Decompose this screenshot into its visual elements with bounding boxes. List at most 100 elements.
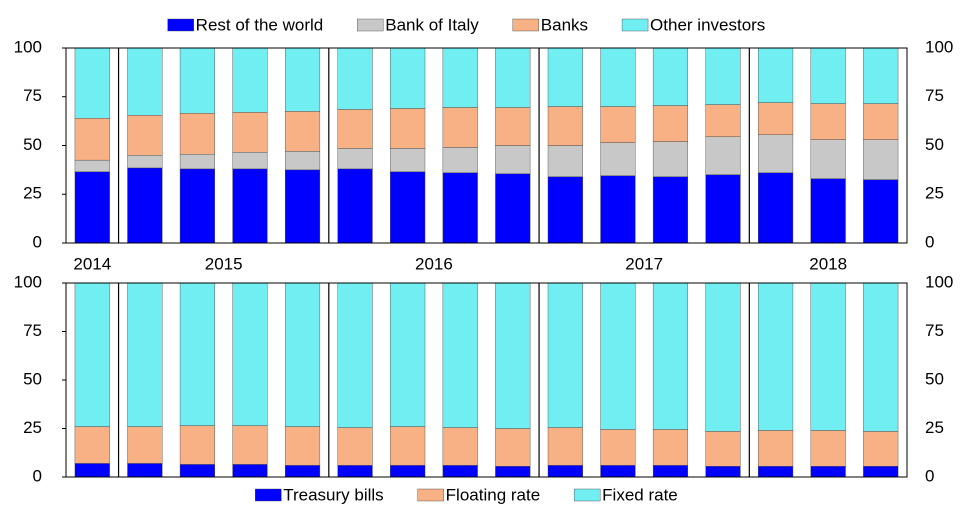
bar-segment <box>810 282 846 431</box>
bar-segment <box>390 426 426 466</box>
bar-segment <box>863 466 899 478</box>
bar-segment <box>442 147 478 173</box>
bar-segment <box>179 425 215 465</box>
bar-segment <box>232 168 268 244</box>
bar-segment <box>652 47 689 106</box>
bar-segment <box>442 47 478 108</box>
bar-segment <box>127 167 163 244</box>
legend-label: Bank of Italy <box>385 15 479 34</box>
legend-label: Treasury bills <box>283 485 383 504</box>
bar-segment <box>127 426 163 464</box>
bar-segment <box>495 282 531 429</box>
bar-segment <box>179 464 215 478</box>
bar-segment <box>337 148 373 170</box>
bar-segment <box>495 145 531 174</box>
legend-swatch <box>167 18 194 32</box>
bar-segment <box>705 104 741 137</box>
bar-segment <box>74 171 110 244</box>
bar-segment <box>390 148 426 173</box>
bar-segment <box>652 465 689 478</box>
bar-segment <box>337 109 373 149</box>
bar-segment <box>547 282 583 428</box>
bar-segment <box>232 425 268 465</box>
bar-segment <box>547 106 583 146</box>
legend-swatch <box>255 488 282 502</box>
bar-segment <box>863 139 899 180</box>
bar-segment <box>390 47 426 109</box>
bar-segment <box>600 429 636 466</box>
bar-segment <box>127 155 163 169</box>
bar-segment <box>232 112 268 153</box>
bar-segment <box>810 47 846 104</box>
bar-segment <box>442 282 478 428</box>
y-tick-label: 25 <box>23 418 42 437</box>
bar-segment <box>652 141 689 177</box>
legend-swatch <box>573 488 601 502</box>
x-tick-label: 2014 <box>73 254 111 273</box>
bar-segment <box>390 465 426 478</box>
bar-segment <box>337 427 373 466</box>
bar-segment <box>74 117 110 161</box>
bar-segment <box>284 151 321 171</box>
bar-segment <box>600 142 636 176</box>
bar-segment <box>600 106 636 143</box>
bar-segment <box>863 282 899 432</box>
x-tick-label: 2015 <box>205 254 243 273</box>
y-tick-label: 100 <box>14 272 42 291</box>
bar-segment <box>652 105 689 142</box>
bar-segment <box>284 111 321 152</box>
bar-segment <box>495 173 531 244</box>
bar-segment <box>705 47 741 105</box>
bar-segment <box>284 282 321 427</box>
y-tick-label: 50 <box>23 135 42 154</box>
bar-segment <box>179 168 215 244</box>
bar-segment <box>284 47 321 112</box>
bar-segment <box>547 465 583 478</box>
bar-segment <box>652 282 689 430</box>
bar-segment <box>179 154 215 170</box>
legend-label: Other investors <box>650 15 765 34</box>
bar-segment <box>442 427 478 466</box>
bar-segment <box>74 463 110 478</box>
y2-tick-label: 75 <box>925 321 944 340</box>
bar-segment <box>758 430 794 467</box>
y-tick-label: 25 <box>23 184 42 203</box>
bar-segment <box>495 466 531 478</box>
y2-tick-label: 0 <box>925 466 934 485</box>
bar-segment <box>127 115 163 156</box>
bar-segment <box>337 168 373 244</box>
legend-label: Floating rate <box>446 485 541 504</box>
y2-tick-label: 25 <box>925 184 944 203</box>
bar-segment <box>810 103 846 140</box>
bar-segment <box>74 159 110 173</box>
bar-segment <box>758 47 794 103</box>
x-tick-label: 2017 <box>625 254 663 273</box>
bar-segment <box>442 465 478 478</box>
bar-segment <box>652 429 689 466</box>
bar-segment <box>547 427 583 466</box>
bar-segment <box>390 108 426 149</box>
bar-segment <box>442 107 478 148</box>
bar-segment <box>547 145 583 177</box>
bar-segment <box>705 466 741 478</box>
y2-tick-label: 100 <box>925 37 953 56</box>
bar-segment <box>337 282 373 428</box>
bar-segment <box>705 282 741 432</box>
bar-segment <box>547 176 583 244</box>
legend-swatch <box>357 18 384 32</box>
y-tick-label: 0 <box>33 232 42 251</box>
bar-segment <box>179 282 215 426</box>
bar-segment <box>127 282 163 427</box>
bar-segment <box>863 431 899 467</box>
legend-label: Fixed rate <box>602 485 678 504</box>
y2-tick-label: 50 <box>925 135 944 154</box>
legend-swatch <box>512 18 540 32</box>
bar-segment <box>127 463 163 478</box>
y2-tick-label: 75 <box>925 86 944 105</box>
legend-label: Rest of the world <box>196 15 324 34</box>
bar-segment <box>810 466 846 478</box>
bar-segment <box>495 107 531 146</box>
bar-segment <box>232 282 268 426</box>
bar-segment <box>705 136 741 175</box>
